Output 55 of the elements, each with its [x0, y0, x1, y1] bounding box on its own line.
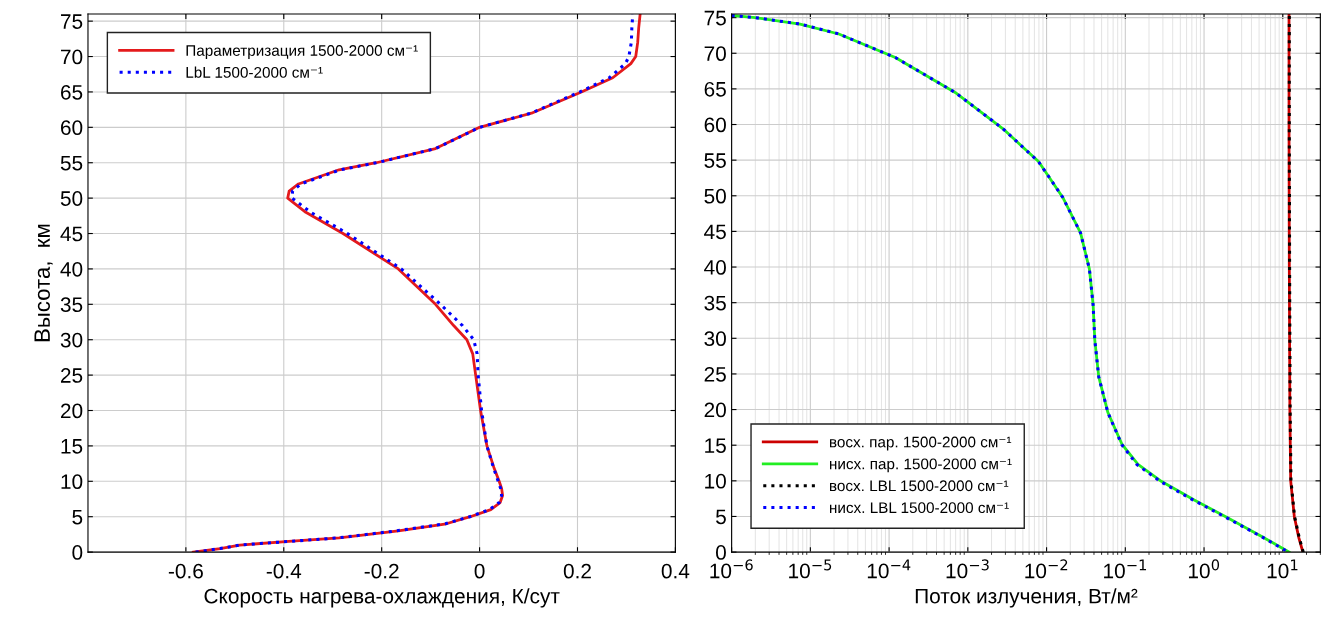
x-tick-label: 10$^{−3}$ — [946, 559, 989, 579]
y-tick-label: 25 — [61, 368, 83, 383]
y-tick-label: 55 — [60, 155, 83, 171]
x-tick-label: 0.4 — [661, 563, 690, 579]
y-tick-label: 50 — [704, 188, 726, 204]
y-axis-title: Высота, км — [34, 224, 53, 342]
y-tick-label: 70 — [704, 46, 726, 62]
y-tick-label: 15 — [61, 439, 83, 454]
x-axis-title: Поток излучения, Вт/м² — [915, 588, 1138, 608]
y-tick-label: 75 — [61, 14, 83, 29]
y-tick-label: 65 — [704, 81, 726, 97]
y-tick-label: 30 — [60, 332, 83, 348]
y-tick-label: 5 — [716, 509, 726, 525]
y-tick-label: 60 — [61, 120, 83, 136]
x-tick-label: 10$^{−5}$ — [789, 559, 832, 579]
x-tick-label: 10$^{−6}$ — [710, 559, 753, 579]
y-tick-label: 50 — [60, 191, 83, 206]
y-tick-label: 35 — [704, 295, 726, 311]
x-tick-label: 0 — [474, 563, 485, 579]
x-axis-title: Скорость нагрева-охлаждения, К/сут — [204, 588, 560, 608]
x-tick-label: -0.2 — [364, 563, 399, 579]
legend-label: восх. пар. 1500-2000 см⁻¹ — [830, 436, 1012, 451]
y-tick-label: 20 — [61, 403, 83, 419]
y-tick-label: 25 — [704, 366, 726, 382]
x-tick-label: -0.4 — [266, 563, 302, 579]
y-tick-label: 5 — [72, 509, 83, 525]
legend-label: Параметризация 1500-2000 см⁻¹ — [186, 45, 418, 59]
y-tick-label: 30 — [704, 331, 726, 347]
y-tick-label: 10 — [705, 473, 726, 489]
y-tick-label: 10 — [61, 474, 83, 490]
y-tick-label: 0 — [715, 545, 726, 560]
y-tick-label: 45 — [60, 226, 83, 242]
y-tick-label: 60 — [704, 117, 726, 133]
x-tick-label: 10$^{−4}$ — [867, 559, 911, 579]
y-tick-label: 15 — [705, 438, 726, 453]
x-tick-label: 10$^{−1}$ — [1104, 559, 1147, 579]
y-tick-label: 70 — [61, 49, 83, 65]
legend-label: восх. LBL 1500-2000 см⁻¹ — [830, 480, 1009, 492]
x-tick-label: 0.2 — [563, 563, 591, 579]
y-tick-label: 75 — [704, 10, 726, 26]
legend-label: нисх. пар. 1500-2000 см⁻¹ — [830, 458, 1012, 473]
y-tick-label: 45 — [704, 224, 726, 240]
x-tick-label: -0.6 — [168, 563, 203, 579]
y-tick-label: 65 — [61, 84, 83, 100]
y-tick-label: 40 — [704, 260, 726, 275]
y-tick-label: 40 — [60, 261, 83, 277]
legend-label: нисх. LBL 1500-2000 см⁻¹ — [830, 502, 1009, 514]
x-tick-label: 10$^{1}$ — [1267, 559, 1298, 579]
y-tick-label: 55 — [704, 153, 726, 168]
y-tick-label: 20 — [704, 402, 726, 418]
legend-label: LbL 1500-2000 см⁻¹ — [186, 66, 323, 78]
x-tick-label: 10$^{0}$ — [1188, 559, 1220, 579]
y-tick-label: 0 — [72, 545, 83, 560]
x-tick-label: 10$^{−2}$ — [1025, 559, 1068, 579]
y-tick-label: 35 — [60, 297, 83, 313]
